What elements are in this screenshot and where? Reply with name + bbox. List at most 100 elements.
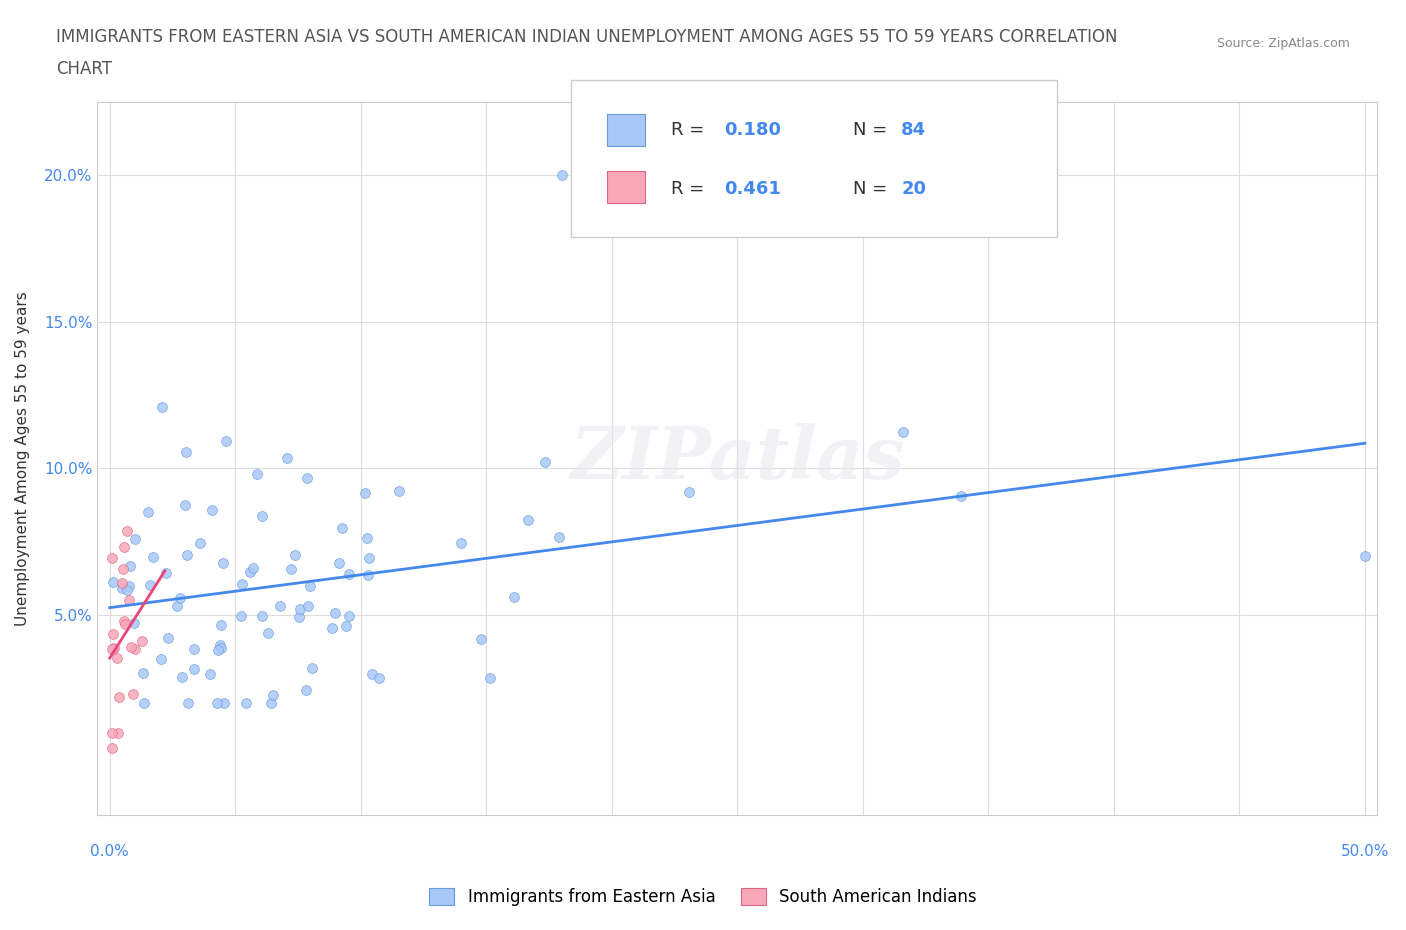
Point [107,725,129,740]
Point [201,503,224,518]
Text: 84: 84 [901,121,927,140]
Point [183,642,205,657]
Point [114,616,136,631]
Point [124,616,146,631]
Point [280,562,302,577]
Point [139,578,162,592]
Point [357,567,380,582]
Point [235,696,257,711]
Text: CHART: CHART [56,60,112,78]
Point [231,577,253,591]
Point [131,633,153,648]
Point [101,627,124,642]
Point [257,625,280,640]
Legend: Immigrants from Eastern Asia, South American Indians: Immigrants from Eastern Asia, South Amer… [423,881,983,912]
Point [298,578,321,593]
Point [207,696,229,711]
Point [101,551,124,565]
FancyBboxPatch shape [607,171,645,203]
Point [678,485,700,499]
Point [891,425,914,440]
Point [118,578,141,593]
Point [284,548,307,563]
Point [361,667,384,682]
Point [502,590,524,604]
Point [169,591,191,605]
Point [269,599,291,614]
FancyBboxPatch shape [607,113,645,146]
Point [176,548,198,563]
Point [111,576,134,591]
Point [134,696,156,711]
Text: N =: N = [852,121,893,140]
Point [121,686,143,701]
Point [231,608,253,623]
Point [295,683,318,698]
Point [111,580,134,595]
Point [124,642,146,657]
Point [172,670,194,684]
Point [105,650,128,665]
Point [115,582,138,597]
Point [357,550,380,565]
Point [517,512,540,527]
Point [209,641,232,656]
Point [295,470,318,485]
Point [367,671,389,685]
Point [183,661,205,676]
Point [198,667,221,682]
Point [290,602,312,617]
Point [138,504,160,519]
Point [478,671,501,685]
Point [450,536,472,551]
Point [118,558,141,573]
Point [150,399,173,414]
Text: Source: ZipAtlas.com: Source: ZipAtlas.com [1216,37,1350,50]
Point [114,539,136,554]
Point [354,486,377,501]
Point [115,524,138,538]
Point [209,637,232,652]
Point [250,509,273,524]
Point [323,605,346,620]
Point [250,609,273,624]
Point [356,531,378,546]
Point [288,610,311,625]
Point [173,498,195,512]
Point [150,652,173,667]
FancyBboxPatch shape [571,80,1057,237]
Point [188,536,211,551]
Point [388,484,411,498]
Point [207,643,229,658]
Point [548,530,571,545]
Point [335,618,357,633]
Point [276,450,298,465]
Point [214,433,236,448]
Text: 50.0%: 50.0% [1341,844,1389,859]
Point [120,639,142,654]
Point [550,167,572,182]
Text: ZIPatlas: ZIPatlas [571,422,904,494]
Point [246,467,269,482]
Point [259,696,281,711]
Y-axis label: Unemployment Among Ages 55 to 59 years: Unemployment Among Ages 55 to 59 years [15,291,30,626]
Point [155,565,177,580]
Point [142,550,165,565]
Point [533,455,555,470]
Point [949,488,972,503]
Point [239,565,262,579]
Text: IMMIGRANTS FROM EASTERN ASIA VS SOUTH AMERICAN INDIAN UNEMPLOYMENT AMONG AGES 55: IMMIGRANTS FROM EASTERN ASIA VS SOUTH AM… [56,28,1118,46]
Point [262,687,284,702]
Point [156,631,179,645]
Point [132,666,155,681]
Point [1354,549,1376,564]
Point [101,740,124,755]
Point [212,696,235,711]
Point [337,608,360,623]
Text: 0.461: 0.461 [724,179,782,197]
Point [209,618,232,632]
Point [337,566,360,581]
Point [111,562,134,577]
Point [101,725,124,740]
Point [321,620,343,635]
